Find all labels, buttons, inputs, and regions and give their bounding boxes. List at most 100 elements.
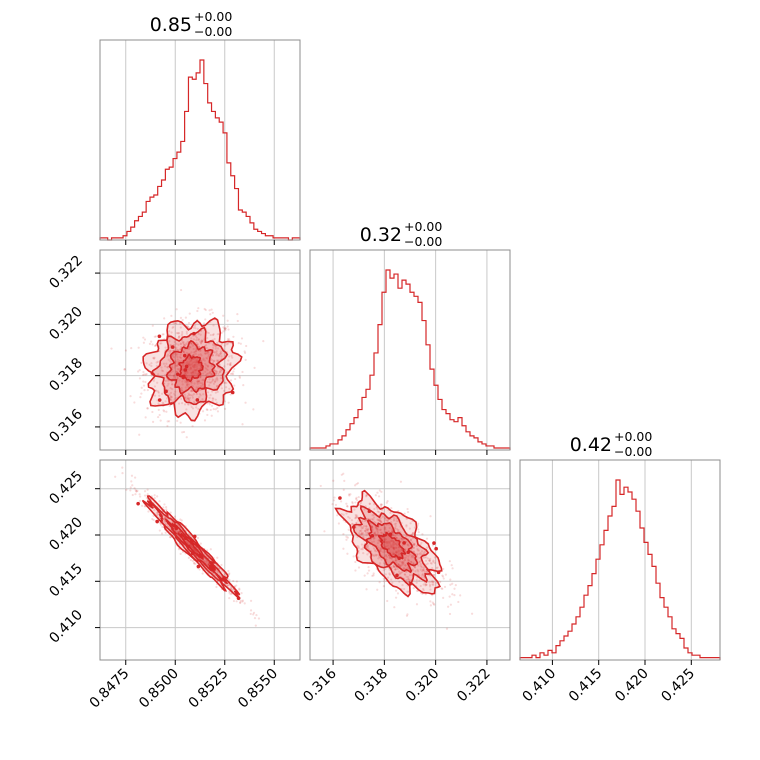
scatter-point bbox=[199, 376, 202, 379]
scatter-point bbox=[131, 484, 134, 487]
scatter-point bbox=[177, 332, 181, 335]
scatter-point bbox=[405, 535, 408, 538]
scatter-point bbox=[365, 529, 368, 532]
scatter-point bbox=[192, 365, 195, 368]
scatter-point bbox=[210, 373, 213, 376]
scatter-point bbox=[226, 584, 229, 587]
scatter-point bbox=[201, 340, 204, 343]
scatter-point bbox=[229, 393, 232, 396]
scatter-point bbox=[387, 547, 390, 550]
scatter-point bbox=[189, 389, 192, 392]
scatter-point bbox=[215, 359, 218, 362]
scatter-point bbox=[176, 384, 179, 387]
scatter-point bbox=[189, 359, 192, 362]
scatter-point bbox=[151, 343, 154, 346]
scatter-point bbox=[450, 564, 453, 567]
scatter-point bbox=[202, 372, 205, 375]
scatter-point bbox=[374, 549, 377, 552]
scatter-point bbox=[139, 495, 142, 498]
scatter-point bbox=[223, 344, 227, 347]
contour-speck bbox=[136, 501, 140, 506]
scatter-point bbox=[194, 562, 197, 565]
scatter-point bbox=[206, 365, 210, 368]
scatter-point bbox=[166, 379, 169, 382]
scatter-point bbox=[391, 544, 394, 547]
scatter-point bbox=[190, 342, 193, 345]
scatter-point bbox=[393, 547, 396, 550]
scatter-point bbox=[172, 325, 175, 328]
scatter-point bbox=[371, 526, 374, 529]
scatter-point bbox=[189, 558, 192, 562]
scatter-point bbox=[183, 403, 187, 406]
scatter-point bbox=[168, 333, 171, 336]
scatter-point bbox=[365, 494, 368, 497]
scatter-point bbox=[175, 346, 178, 349]
scatter-point bbox=[192, 371, 195, 374]
y-tick-label: 0.318 bbox=[46, 355, 86, 395]
scatter-point bbox=[386, 540, 389, 543]
scatter-point bbox=[417, 528, 420, 531]
scatter-point bbox=[404, 558, 407, 562]
scatter-point bbox=[227, 583, 230, 587]
scatter-point bbox=[410, 554, 414, 557]
scatter-point bbox=[404, 548, 407, 551]
scatter-point bbox=[206, 331, 209, 334]
scatter-point bbox=[199, 394, 202, 397]
scatter-point bbox=[168, 404, 171, 407]
scatter-point bbox=[179, 343, 183, 346]
scatter-point bbox=[392, 546, 395, 550]
scatter-point bbox=[224, 342, 227, 345]
scatter-point bbox=[229, 362, 232, 366]
scatter-point bbox=[183, 371, 187, 374]
scatter-point bbox=[179, 316, 183, 320]
scatter-point bbox=[363, 574, 366, 577]
scatter-point bbox=[223, 400, 226, 403]
scatter-point bbox=[223, 327, 226, 331]
scatter-point bbox=[143, 373, 146, 376]
scatter-point bbox=[187, 397, 191, 401]
title-value-2: 0.42 bbox=[570, 434, 612, 456]
scatter-point bbox=[428, 581, 431, 584]
scatter-point bbox=[194, 361, 197, 364]
scatter-point bbox=[231, 372, 234, 375]
scatter-point bbox=[164, 379, 167, 383]
scatter-point bbox=[193, 351, 196, 354]
scatter-point bbox=[179, 342, 182, 345]
scatter-point bbox=[104, 455, 106, 457]
scatter-point bbox=[168, 330, 171, 333]
scatter-point bbox=[243, 602, 246, 605]
scatter-point bbox=[173, 394, 177, 397]
scatter-point bbox=[179, 421, 182, 424]
contour-speck bbox=[195, 398, 200, 402]
scatter-point bbox=[218, 370, 221, 373]
scatter-point bbox=[215, 354, 218, 357]
scatter-point bbox=[394, 534, 397, 538]
scatter-point bbox=[166, 451, 168, 453]
scatter-point bbox=[345, 535, 348, 538]
scatter-point bbox=[186, 382, 189, 386]
scatter-point bbox=[187, 347, 191, 351]
scatter-point bbox=[373, 507, 376, 511]
scatter-point bbox=[169, 360, 172, 363]
scatter-point bbox=[194, 350, 198, 353]
scatter-point bbox=[416, 552, 419, 556]
scatter-point bbox=[346, 536, 349, 539]
scatter-point bbox=[176, 353, 179, 356]
scatter-point bbox=[175, 348, 178, 351]
scatter-point bbox=[433, 573, 436, 576]
scatter-point bbox=[227, 328, 230, 331]
scatter-point bbox=[178, 322, 182, 325]
scatter-point bbox=[376, 529, 379, 532]
scatter-point bbox=[394, 596, 398, 599]
scatter-point bbox=[184, 396, 188, 400]
scatter-point bbox=[391, 539, 395, 542]
scatter-point bbox=[180, 519, 183, 522]
scatter-point bbox=[406, 558, 410, 561]
contours-0-1 bbox=[142, 317, 243, 422]
scatter-point bbox=[175, 342, 178, 345]
scatter-point bbox=[220, 387, 223, 390]
scatter-point bbox=[432, 573, 436, 577]
scatter-point bbox=[421, 533, 424, 536]
scatter-point bbox=[181, 318, 184, 322]
contour-level-3 bbox=[334, 489, 443, 598]
